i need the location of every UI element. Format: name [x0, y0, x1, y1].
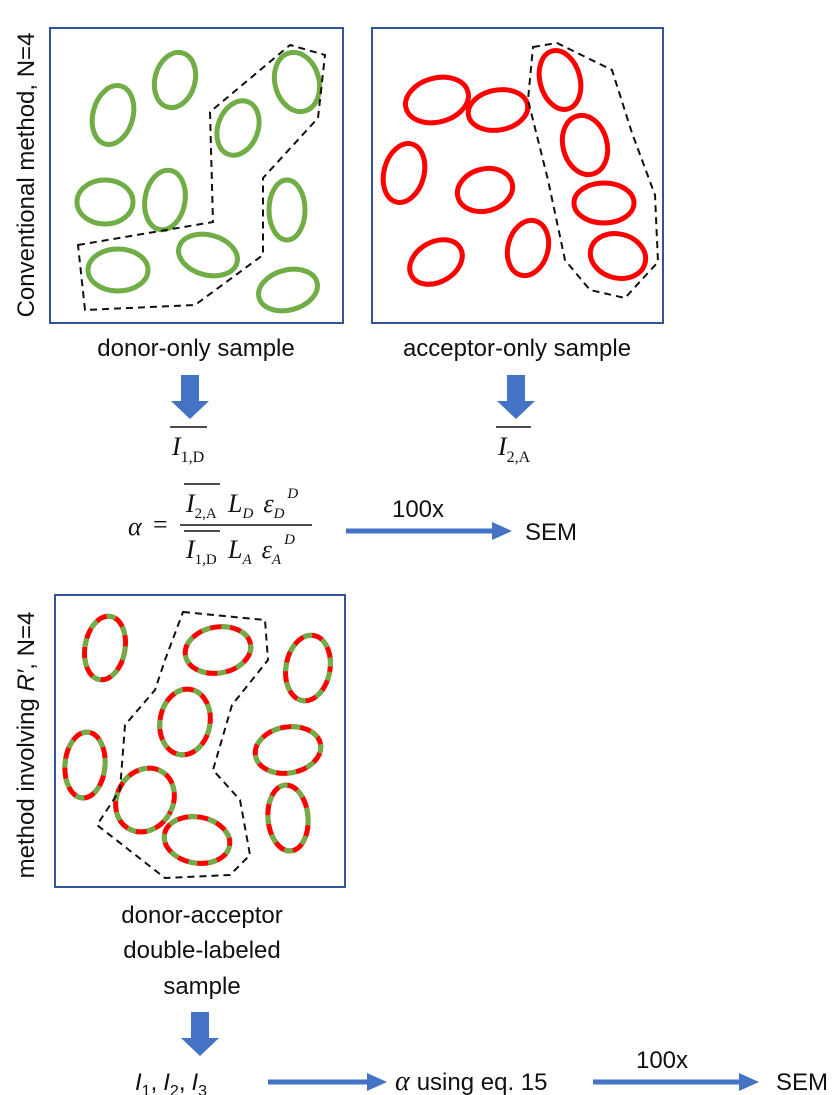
superscript: D — [286, 486, 298, 502]
subscript: 1 — [142, 1083, 151, 1095]
diagram: Conventional method, N=4 method involvin… — [0, 0, 834, 1095]
symbol: α — [395, 1066, 411, 1095]
separator: , — [151, 1069, 158, 1095]
subscript: 2,A — [195, 506, 217, 522]
inputs: I1,I2,I3 — [135, 1069, 207, 1095]
side-label: Conventional method, N=4 — [13, 33, 40, 318]
subscript: D — [273, 506, 285, 522]
symbol: L — [227, 489, 242, 518]
ratio-denominator: I1,D — [185, 535, 217, 568]
subscript: A — [271, 552, 282, 568]
subscript: 3 — [198, 1083, 207, 1095]
caption: sample — [163, 973, 240, 1000]
subscript: 2 — [170, 1083, 179, 1095]
side-label-symbol: R′ — [13, 668, 40, 691]
superscript: D — [283, 532, 295, 548]
down-arrow — [181, 1012, 219, 1056]
down-arrow — [171, 375, 209, 419]
step-text: using eq. 15 — [417, 1069, 548, 1095]
donor-result: I1,D — [171, 432, 204, 466]
arrow-head — [367, 1073, 387, 1091]
ratio-numerator: I2,A — [185, 489, 217, 522]
symbol: L — [227, 535, 242, 564]
caption: acceptor-only sample — [403, 335, 631, 362]
separator: , — [179, 1069, 186, 1095]
caption: double-labeled — [123, 937, 280, 964]
acceptor-result: I2,A — [497, 432, 531, 466]
formula-lhs: α — [128, 512, 143, 541]
output: SEM — [525, 519, 577, 546]
subscript: 1,D — [195, 552, 217, 568]
arrow-head — [492, 522, 512, 540]
arrow-head — [739, 1073, 759, 1091]
down-arrow — [497, 375, 535, 419]
repeat-label: 100x — [392, 496, 444, 523]
subscript: A — [241, 552, 252, 568]
formula-equals: = — [153, 510, 168, 539]
subscript: D — [241, 506, 253, 522]
side-label-suffix: , N=4 — [13, 612, 40, 670]
repeat-label: 100x — [636, 1047, 688, 1074]
caption: donor-only sample — [97, 335, 294, 362]
subscript: 1,D — [181, 449, 205, 466]
side-label: method involving R′, N=4 — [13, 612, 40, 879]
side-label-prefix: method involving — [13, 692, 40, 879]
caption: donor-acceptor — [121, 902, 282, 929]
output: SEM — [776, 1069, 828, 1095]
subscript: 2,A — [507, 449, 531, 466]
